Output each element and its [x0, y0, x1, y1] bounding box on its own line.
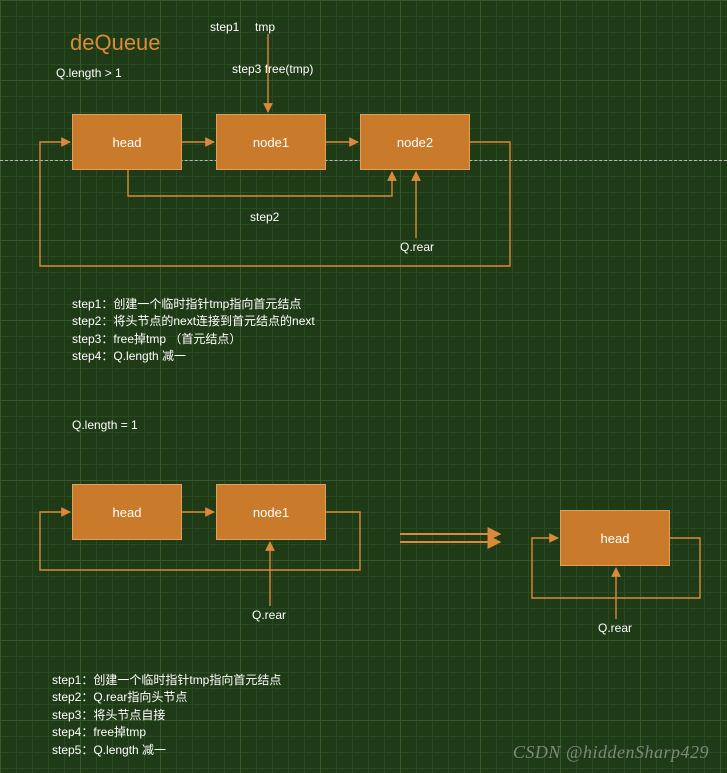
node-node1-2: node1	[216, 484, 326, 540]
node-head-1: head	[72, 114, 182, 170]
label-qrear-1: Q.rear	[400, 240, 434, 254]
steps-list-2: step1：创建一个临时指针tmp指向首元结点 step2：Q.rear指向头节…	[52, 672, 281, 759]
node-node2-1-label: node2	[397, 135, 433, 150]
diagram-title: deQueue	[70, 30, 161, 56]
label-qrear-2: Q.rear	[252, 608, 286, 622]
node-node1-1-label: node1	[253, 135, 289, 150]
node-head-2-label: head	[113, 505, 142, 520]
steps-list-1: step1：创建一个临时指针tmp指向首元结点 step2：将头节点的next连…	[72, 296, 315, 366]
label-qrear-3: Q.rear	[598, 621, 632, 635]
watermark: CSDN @hiddenSharp429	[513, 742, 709, 763]
node-head-3: head	[560, 510, 670, 566]
node-node1-1: node1	[216, 114, 326, 170]
label-step3: step3 free(tmp)	[232, 62, 313, 76]
node-node2-1: node2	[360, 114, 470, 170]
node-head-1-label: head	[113, 135, 142, 150]
label-step1: step1	[210, 20, 239, 34]
condition-1: Q.length > 1	[56, 66, 122, 80]
node-node1-2-label: node1	[253, 505, 289, 520]
node-head-3-label: head	[601, 531, 630, 546]
label-step2: step2	[250, 210, 279, 224]
condition-2: Q.length = 1	[72, 418, 138, 432]
node-head-2: head	[72, 484, 182, 540]
label-tmp: tmp	[255, 20, 275, 34]
